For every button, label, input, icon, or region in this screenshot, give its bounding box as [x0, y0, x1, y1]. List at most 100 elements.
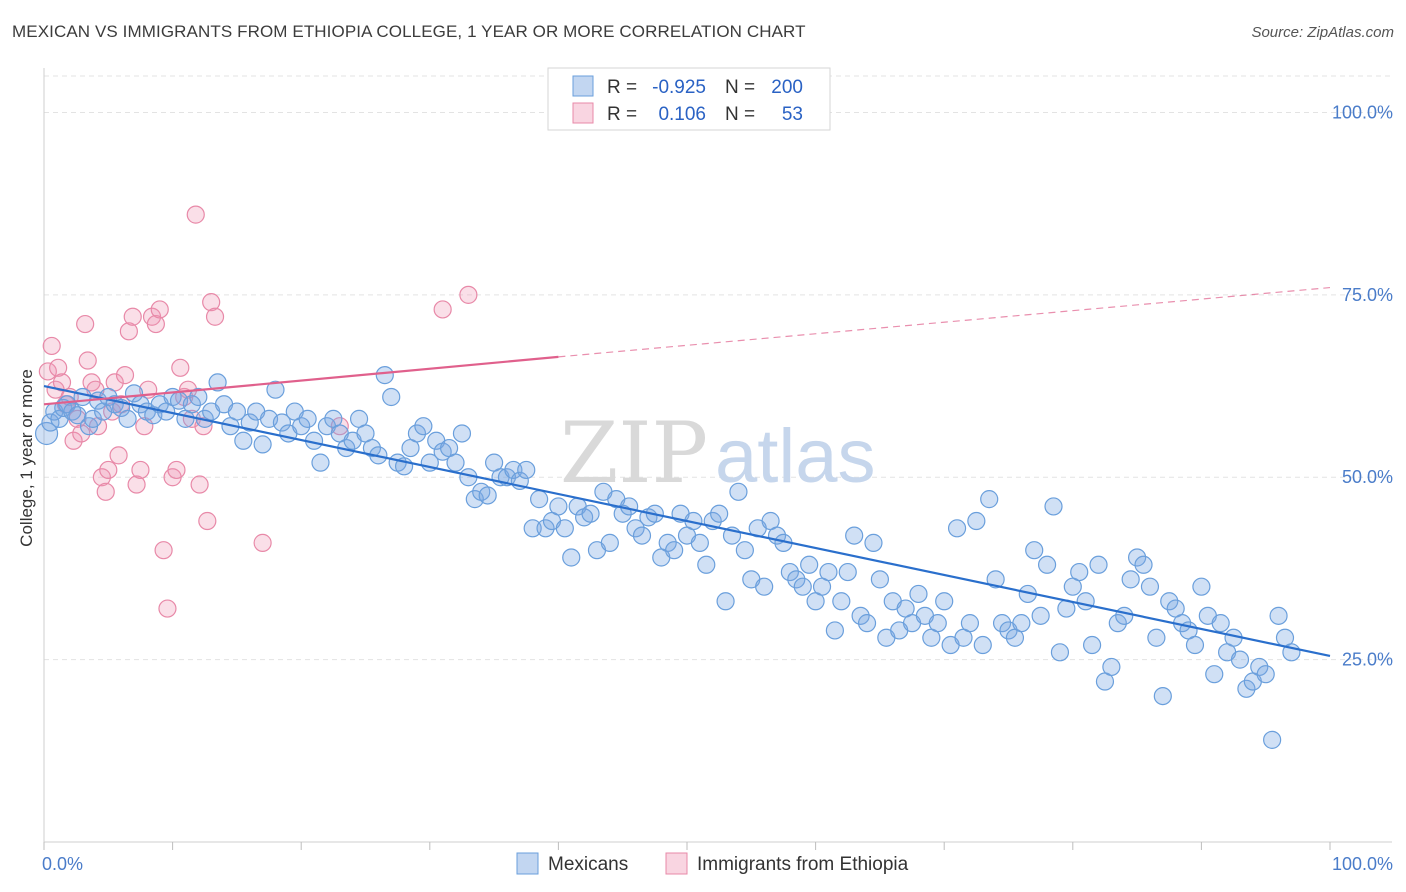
ethiopia-point [42, 336, 61, 356]
mexicans-point [523, 519, 542, 538]
mexicans-point [1115, 606, 1134, 625]
mexicans-point [600, 533, 619, 552]
ethiopia-point [167, 460, 186, 480]
ethiopia-points [38, 205, 478, 618]
legend-swatch-ethiopia [572, 102, 594, 124]
legend-n-value-1: 200 [771, 77, 803, 98]
mexicans-point [710, 504, 729, 523]
mexicans-point [665, 541, 684, 560]
mexicans-point [729, 482, 748, 501]
ethiopia-point [119, 322, 138, 341]
ethiopia-point [72, 424, 91, 443]
legend-r-value-1: -0.925 [652, 77, 706, 98]
ethiopia-point [186, 205, 205, 224]
ethiopia-trend-extension [558, 286, 1331, 358]
mexicans-point [620, 497, 639, 516]
mexicans-point [787, 570, 806, 589]
y-tick-labels: 25.0% 50.0% 75.0% 100.0% [1332, 102, 1393, 669]
legend-n-label-2: N = [725, 104, 755, 125]
ethiopia-point [38, 362, 57, 381]
ethiopia-point [198, 511, 217, 531]
mexicans-point [68, 406, 87, 425]
bottom-legend-ethiopia: Immigrants from Ethiopia [697, 854, 909, 875]
mexicans-point [446, 453, 465, 472]
mexicans-point [967, 511, 986, 531]
x-tick-labels: 0.0% 100.0% [42, 854, 1393, 874]
ethiopia-point [64, 431, 83, 450]
mexicans-point [1134, 555, 1153, 574]
ethiopia-point [194, 417, 213, 436]
mexicans-point [626, 519, 645, 538]
y-tick-label: 100.0% [1332, 102, 1393, 122]
ethiopia-point [127, 475, 146, 494]
mexicans-point [1037, 555, 1057, 574]
mexicans-point [530, 490, 549, 509]
mexicans-point [716, 592, 735, 611]
ethiopia-point [131, 460, 150, 480]
x-tick-label-max: 100.0% [1332, 854, 1393, 874]
legend-r-label-2: R = [607, 104, 637, 125]
mexicans-point [382, 387, 401, 407]
y-tick-label: 50.0% [1342, 467, 1393, 487]
mexicans-point [832, 592, 851, 611]
mexicans-point [800, 555, 819, 574]
axes [43, 68, 1392, 850]
mexicans-point [1160, 592, 1179, 611]
mexicans-point [819, 562, 838, 582]
ethiopia-point [123, 307, 142, 326]
mexicans-point [182, 395, 201, 414]
ethiopia-point [330, 417, 349, 436]
legend-n-label-1: N = [725, 77, 755, 98]
mexicans-point [1082, 635, 1102, 655]
mexicans-point [1263, 730, 1282, 749]
mexicans-point [851, 606, 870, 625]
mexicans-point [266, 380, 285, 399]
ethiopia-point [76, 314, 95, 334]
ethiopia-point [146, 314, 165, 334]
legend-r-label-1: R = [607, 77, 637, 98]
mexicans-point [1211, 614, 1230, 633]
mexicans-point [857, 614, 877, 633]
mexicans-point [986, 570, 1005, 589]
legend-box [547, 67, 831, 131]
ethiopia-point [96, 482, 115, 501]
mexicans-point [947, 519, 967, 538]
watermark-zip: ZIP [560, 404, 708, 502]
ethiopia-point [202, 293, 221, 312]
mexicans-point [960, 614, 980, 633]
ethiopia-point [459, 285, 478, 304]
mexicans-point [793, 577, 812, 596]
ethiopia-trend-line [43, 355, 559, 406]
mexicans-point [536, 519, 555, 538]
mexicans-point [1102, 657, 1121, 677]
mexicans-point [1089, 555, 1108, 574]
mexicans-point [973, 635, 992, 655]
mexicans-point [1070, 562, 1089, 582]
mexicans-point [452, 424, 472, 443]
ethiopia-point [205, 307, 225, 326]
mexicans-point [992, 614, 1012, 633]
mexicans-point [935, 592, 954, 611]
ethiopia-point [115, 366, 135, 385]
mexicans-point [1205, 665, 1224, 684]
mexicans-point [292, 417, 311, 436]
mexicans-point [1031, 606, 1050, 625]
watermark: ZIP atlas [560, 404, 876, 502]
mexicans-point [632, 526, 652, 545]
mexicans-point [298, 409, 317, 428]
legend-r-value-2: 0.106 [658, 104, 706, 125]
series-legend: Mexicans Immigrants from Ethiopia [516, 852, 909, 875]
mexicans-trend-line [43, 384, 1331, 658]
ethiopia-point [92, 468, 111, 487]
mexicans-point [838, 562, 857, 582]
mexicans-point [253, 435, 272, 454]
mexicans-point [375, 366, 394, 385]
mexicans-point [1025, 541, 1044, 560]
ethiopia-point [253, 533, 272, 552]
ethiopia-point [150, 300, 169, 319]
legend-n-value-2: 53 [782, 104, 803, 125]
mexicans-point [1230, 650, 1250, 669]
mexicans-point [825, 621, 844, 640]
ethiopia-point [49, 358, 68, 377]
